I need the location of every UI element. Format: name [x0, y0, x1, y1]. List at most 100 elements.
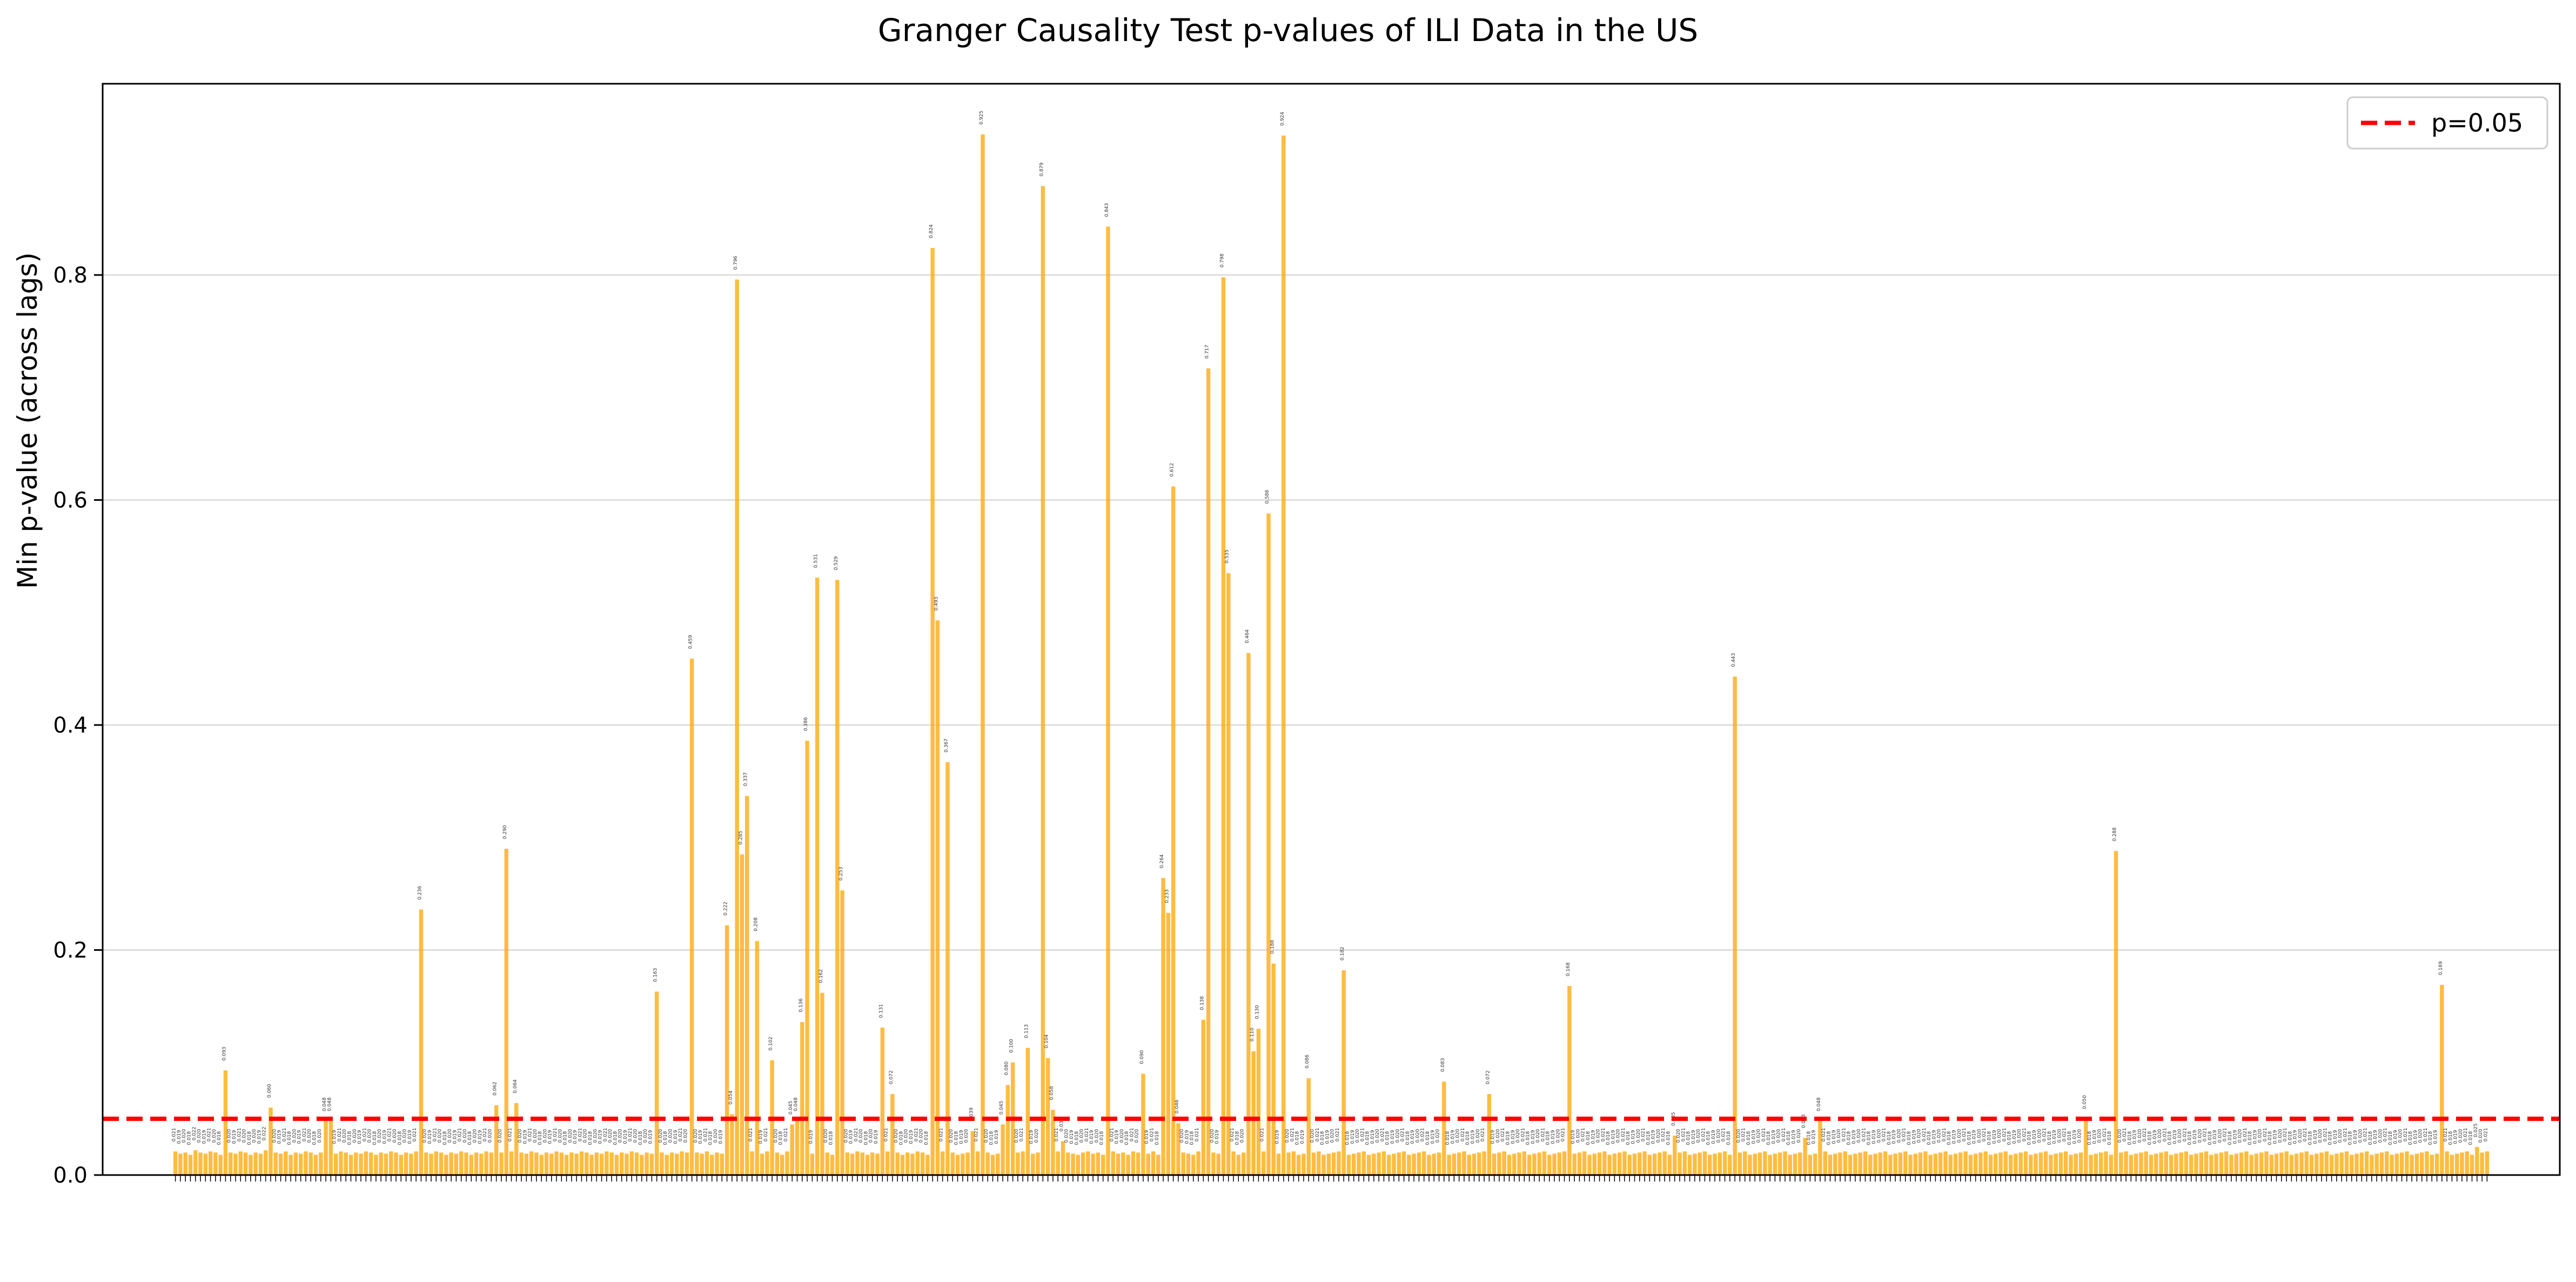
- bar: [489, 1152, 494, 1175]
- bar: [313, 1155, 318, 1175]
- bar-value-label: 0.020: [1415, 1129, 1420, 1143]
- bar-value-label: 0.018: [2087, 1131, 2092, 1145]
- bar: [905, 1152, 910, 1175]
- bar-value-label: 0.020: [272, 1129, 277, 1143]
- bar-value-label: 0.083: [1440, 1058, 1446, 1072]
- bar: [725, 925, 729, 1175]
- bar: [1632, 1153, 1637, 1175]
- bar: [1743, 1151, 1747, 1175]
- bar: [1978, 1152, 1983, 1175]
- bar-value-label: 0.337: [743, 772, 749, 786]
- bar-value-label: 0.020: [2137, 1129, 2143, 1143]
- bar-value-label: 0.018: [1425, 1131, 1431, 1145]
- bar-value-label: 0.018: [563, 1131, 568, 1145]
- bar: [1733, 676, 1737, 1175]
- bar-value-label: 0.493: [934, 597, 939, 611]
- bar-value-label: 0.020: [403, 1129, 408, 1143]
- legend: p=0.05: [2346, 96, 2548, 150]
- bar-value-label: 0.019: [1972, 1130, 1977, 1144]
- bar-value-label: 0.020: [2278, 1129, 2283, 1143]
- bar-value-label: 0.019: [202, 1130, 207, 1144]
- bar: [1246, 653, 1251, 1175]
- bar: [1392, 1153, 1396, 1175]
- bar: [1612, 1153, 1617, 1175]
- bar-value-label: 0.020: [1435, 1129, 1441, 1143]
- bar-value-label: 0.019: [1651, 1130, 1656, 1144]
- bar-value-label: 0.019: [1390, 1130, 1396, 1144]
- bar-value-label: 0.019: [2293, 1130, 2298, 1144]
- bar: [1407, 1155, 1411, 1175]
- bar-value-label: 0.019: [1631, 1130, 1636, 1144]
- bar: [324, 1121, 328, 1175]
- bar-value-label: 0.020: [1636, 1129, 1641, 1143]
- bar: [1863, 1151, 1868, 1175]
- bar-value-label: 0.019: [257, 1130, 262, 1144]
- bar: [1738, 1152, 1742, 1175]
- bar: [990, 1155, 995, 1175]
- bar-value-label: 0.018: [538, 1131, 543, 1145]
- bar: [915, 1151, 920, 1175]
- bar-value-label: 0.020: [2378, 1129, 2383, 1143]
- bar-value-label: 0.020: [713, 1129, 719, 1143]
- bar-value-label: 0.021: [2062, 1128, 2068, 1142]
- bar-value-label: 0.018: [1586, 1131, 1591, 1145]
- bar-value-label: 0.021: [1621, 1128, 1626, 1142]
- bar: [2269, 1155, 2273, 1175]
- bar: [2249, 1155, 2253, 1175]
- bar-value-label: 0.019: [698, 1130, 703, 1144]
- bar: [559, 1152, 564, 1175]
- bar: [1016, 1152, 1020, 1175]
- bar-value-label: 0.048: [794, 1097, 799, 1111]
- bar-value-label: 0.019: [2453, 1130, 2459, 1144]
- bar: [930, 248, 935, 1175]
- bar: [359, 1153, 363, 1175]
- bar-value-label: 0.020: [1756, 1129, 1762, 1143]
- bar-value-label: 0.019: [2433, 1130, 2439, 1144]
- bar-value-label: 0.113: [1024, 1024, 1029, 1038]
- bar: [1552, 1153, 1557, 1175]
- bar: [2379, 1152, 2384, 1175]
- bar-value-label: 0.019: [2072, 1130, 2077, 1144]
- bar-value-label: 0.020: [2398, 1129, 2404, 1143]
- bar-value-label: 0.019: [277, 1130, 283, 1144]
- bar: [1678, 1152, 1682, 1175]
- bar-value-label: 0.843: [1104, 203, 1110, 217]
- bar: [795, 1121, 800, 1175]
- bar: [2199, 1152, 2204, 1175]
- bar-value-label: 0.020: [643, 1129, 648, 1143]
- bar-value-label: 0.021: [1982, 1128, 1987, 1142]
- bar-value-label: 0.021: [2243, 1128, 2248, 1142]
- y-tick-label: 0.6: [53, 488, 88, 513]
- bar: [2475, 1146, 2479, 1175]
- bar: [2454, 1153, 2459, 1175]
- bar-value-label: 0.824: [929, 224, 934, 238]
- bar: [815, 578, 820, 1175]
- bar-value-label: 0.021: [2323, 1128, 2328, 1142]
- bar: [198, 1152, 203, 1175]
- bar-value-label: 0.018: [1320, 1131, 1325, 1145]
- bar: [203, 1153, 208, 1175]
- bar-value-label: 0.019: [1491, 1130, 1496, 1144]
- bar: [1512, 1153, 1517, 1175]
- bar: [439, 1152, 444, 1175]
- bar: [1873, 1153, 1877, 1175]
- bar: [474, 1152, 479, 1175]
- bar-value-label: 0.019: [1300, 1130, 1305, 1144]
- bar: [2264, 1151, 2269, 1175]
- bar: [1893, 1153, 1897, 1175]
- bar-value-label: 0.021: [703, 1128, 708, 1142]
- bar: [519, 1152, 524, 1175]
- bar: [544, 1152, 549, 1175]
- bar-value-label: 0.020: [2037, 1129, 2042, 1143]
- bar: [404, 1152, 408, 1175]
- bar-value-label: 0.020: [1596, 1129, 1601, 1143]
- bar: [865, 1155, 870, 1175]
- bar-value-label: 0.018: [2168, 1131, 2173, 1145]
- bar: [985, 1152, 990, 1175]
- bar: [1748, 1155, 1752, 1175]
- bar: [1582, 1151, 1587, 1175]
- bar-value-label: 0.020: [367, 1129, 373, 1143]
- bar: [348, 1155, 353, 1175]
- bar-value-label: 0.020: [2077, 1129, 2083, 1143]
- bar-value-label: 0.020: [227, 1129, 232, 1143]
